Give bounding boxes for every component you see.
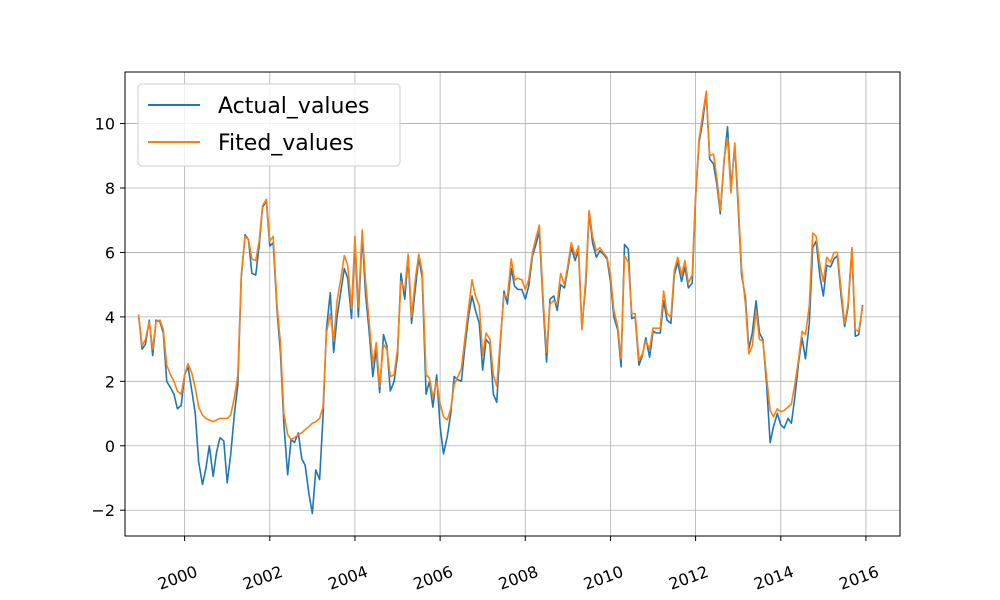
y-tick-label: 10 bbox=[95, 115, 115, 134]
y-tick-label: 8 bbox=[105, 179, 115, 198]
y-tick-label: 0 bbox=[105, 437, 115, 456]
series-layer bbox=[137, 90, 864, 515]
legend-label-fitted: Fited_values bbox=[218, 131, 354, 156]
plot-frame bbox=[124, 71, 901, 537]
legend: Actual_values Fited_values bbox=[137, 83, 401, 167]
fitted-values-line bbox=[137, 90, 864, 441]
y-tick-label: 6 bbox=[105, 243, 115, 262]
y-axis: −2 0 2 4 6 8 10 bbox=[91, 115, 125, 520]
y-tick-label: 4 bbox=[105, 308, 115, 327]
legend-label-actual: Actual_values bbox=[218, 94, 369, 119]
y-tick-label: 2 bbox=[105, 372, 115, 391]
legend-box bbox=[137, 83, 401, 167]
y-tick-label: −2 bbox=[91, 501, 115, 520]
